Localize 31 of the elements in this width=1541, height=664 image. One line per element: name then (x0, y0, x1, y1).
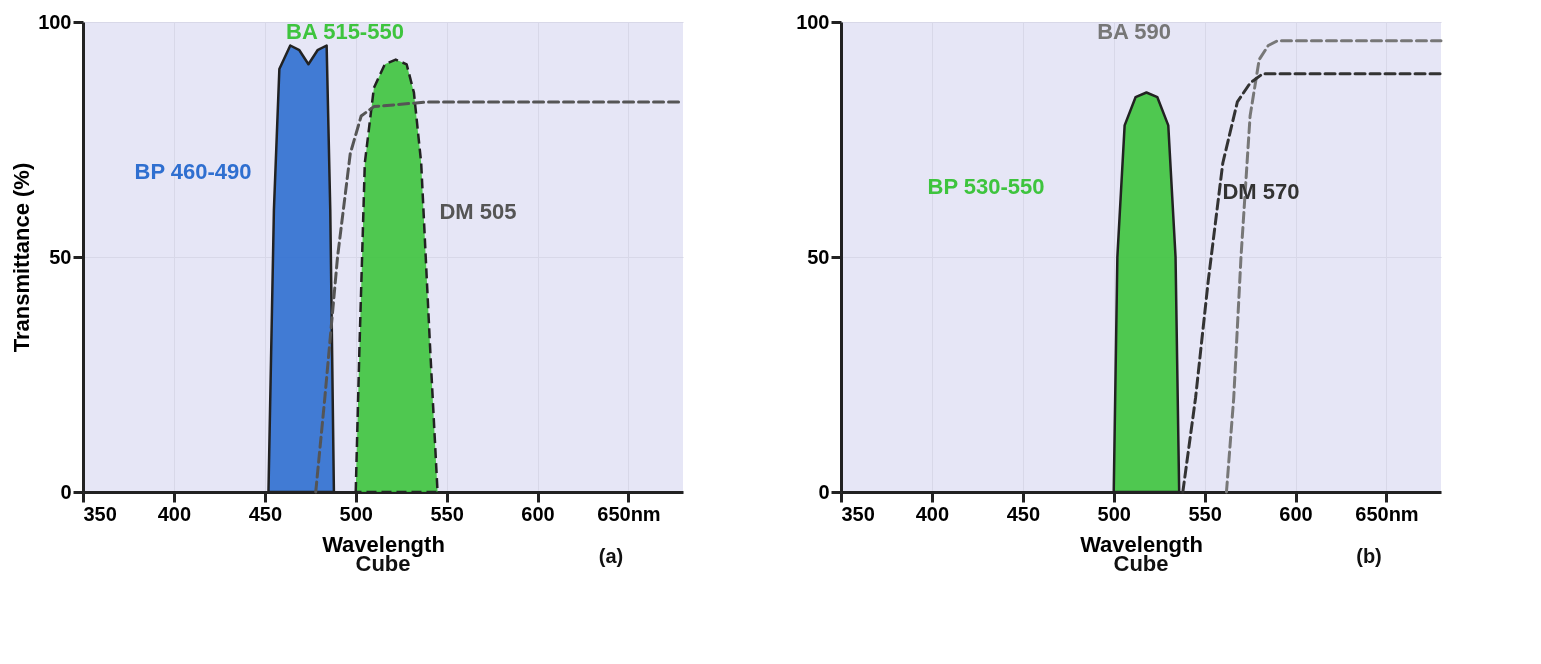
x-tick-label: 600 (521, 502, 555, 525)
text: BA 590 (1097, 19, 1171, 44)
x-tick-label: 650nm (1355, 502, 1419, 525)
series-label: BA 515-550 (286, 19, 404, 44)
x-tick-label: 350 (83, 502, 117, 525)
y-tick-label: 100 (796, 10, 830, 33)
y-tick-label: 100 (38, 10, 72, 33)
line-series (1224, 39, 1443, 494)
text: BP 530-550 (927, 174, 1045, 199)
line-series (1181, 72, 1443, 494)
series-label: DM 570 (1222, 179, 1300, 204)
series-label: BP 460-490 (134, 159, 252, 184)
x-tick-label: 400 (157, 502, 192, 525)
x-tick-label: 650nm (597, 502, 661, 525)
text: (a) (598, 545, 624, 567)
text: (b) (1356, 545, 1382, 567)
x-tick-label: 550 (430, 502, 464, 525)
text: DM 505 (439, 199, 517, 224)
x-tick-label: 450 (248, 502, 283, 525)
x-tick-label: 500 (339, 502, 373, 525)
y-tick-label: 0 (60, 480, 72, 503)
x-tick-label: 500 (1097, 502, 1131, 525)
y-tick-label: 0 (818, 480, 830, 503)
x-tick-label: 400 (915, 502, 950, 525)
y-tick-label: 50 (49, 245, 72, 268)
y-axis-title: Transmittance (%) (9, 162, 35, 353)
x-tick-label: 600 (1279, 502, 1313, 525)
x-tick-label: 350 (841, 502, 875, 525)
y-tick-label: 50 (807, 245, 830, 268)
x-tick-label: 550 (1188, 502, 1222, 525)
x-tick-label: 450 (1006, 502, 1041, 525)
